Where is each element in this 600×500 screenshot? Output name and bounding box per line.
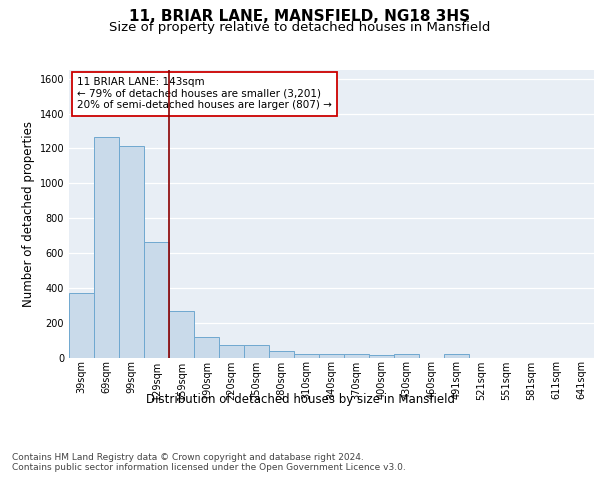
Bar xyxy=(269,352,294,358)
Bar xyxy=(69,293,94,358)
Bar xyxy=(219,345,244,358)
Text: 11, BRIAR LANE, MANSFIELD, NG18 3HS: 11, BRIAR LANE, MANSFIELD, NG18 3HS xyxy=(130,9,470,24)
Bar xyxy=(244,345,269,358)
Text: Distribution of detached houses by size in Mansfield: Distribution of detached houses by size … xyxy=(146,392,455,406)
Bar xyxy=(444,354,469,358)
Bar xyxy=(94,137,119,358)
Bar xyxy=(194,336,219,357)
Text: Contains HM Land Registry data © Crown copyright and database right 2024.
Contai: Contains HM Land Registry data © Crown c… xyxy=(12,452,406,472)
Bar xyxy=(144,242,169,358)
Bar xyxy=(119,146,144,358)
Bar xyxy=(169,312,194,358)
Bar xyxy=(294,354,319,358)
Bar xyxy=(394,354,419,358)
Bar xyxy=(369,355,394,358)
Text: 11 BRIAR LANE: 143sqm
← 79% of detached houses are smaller (3,201)
20% of semi-d: 11 BRIAR LANE: 143sqm ← 79% of detached … xyxy=(77,77,332,110)
Bar xyxy=(319,354,344,358)
Bar xyxy=(344,354,369,358)
Text: Size of property relative to detached houses in Mansfield: Size of property relative to detached ho… xyxy=(109,22,491,35)
Y-axis label: Number of detached properties: Number of detached properties xyxy=(22,120,35,306)
